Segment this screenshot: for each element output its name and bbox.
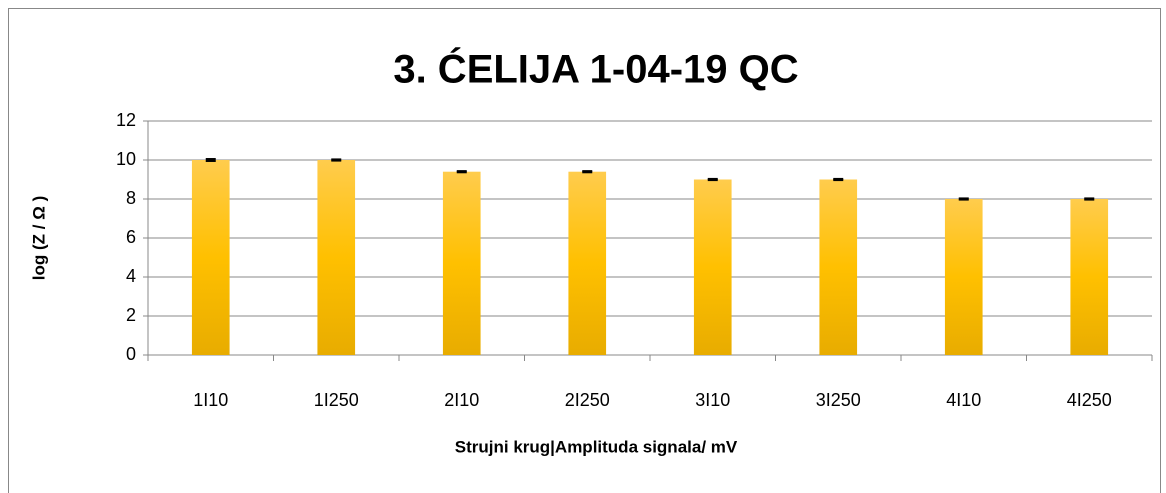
- x-axis-label: Strujni krug|Amplituda signala/ mV: [455, 437, 738, 456]
- bar: [191, 160, 230, 355]
- x-tick-label: 2I10: [444, 390, 479, 410]
- x-tick-label: 3I250: [816, 390, 861, 410]
- bar: [442, 171, 481, 355]
- error-bar: [582, 170, 593, 174]
- bar: [693, 179, 732, 355]
- bar: [944, 199, 983, 355]
- error-bar: [707, 177, 718, 182]
- x-tick-label: 1I250: [314, 390, 359, 410]
- error-bar: [833, 177, 844, 182]
- y-tick-label: 0: [126, 344, 136, 364]
- x-tick-label: 4I10: [946, 390, 981, 410]
- error-bar: [958, 197, 969, 201]
- x-tick-label: 2I250: [565, 390, 610, 410]
- bar: [1070, 199, 1109, 355]
- y-tick-label: 6: [126, 227, 136, 247]
- y-tick-label: 10: [116, 149, 136, 169]
- x-tick-label: 1I10: [193, 390, 228, 410]
- error-bar: [1084, 197, 1095, 201]
- bar: [568, 171, 607, 355]
- y-tick-label: 12: [116, 110, 136, 130]
- bar: [819, 179, 858, 355]
- error-bar: [456, 170, 467, 174]
- error-bar: [205, 158, 216, 162]
- y-tick-label: 8: [126, 188, 136, 208]
- bar: [317, 160, 356, 355]
- chart-title: 3. ĆELIJA 1-04-19 QC: [393, 46, 798, 92]
- y-tick-label: 4: [126, 266, 136, 286]
- x-tick-label: 4I250: [1067, 390, 1112, 410]
- y-tick-label: 2: [126, 305, 136, 325]
- x-tick-label: 3I10: [695, 390, 730, 410]
- error-bar: [331, 158, 342, 162]
- y-axis-label: log (Z / Ω ): [29, 196, 48, 280]
